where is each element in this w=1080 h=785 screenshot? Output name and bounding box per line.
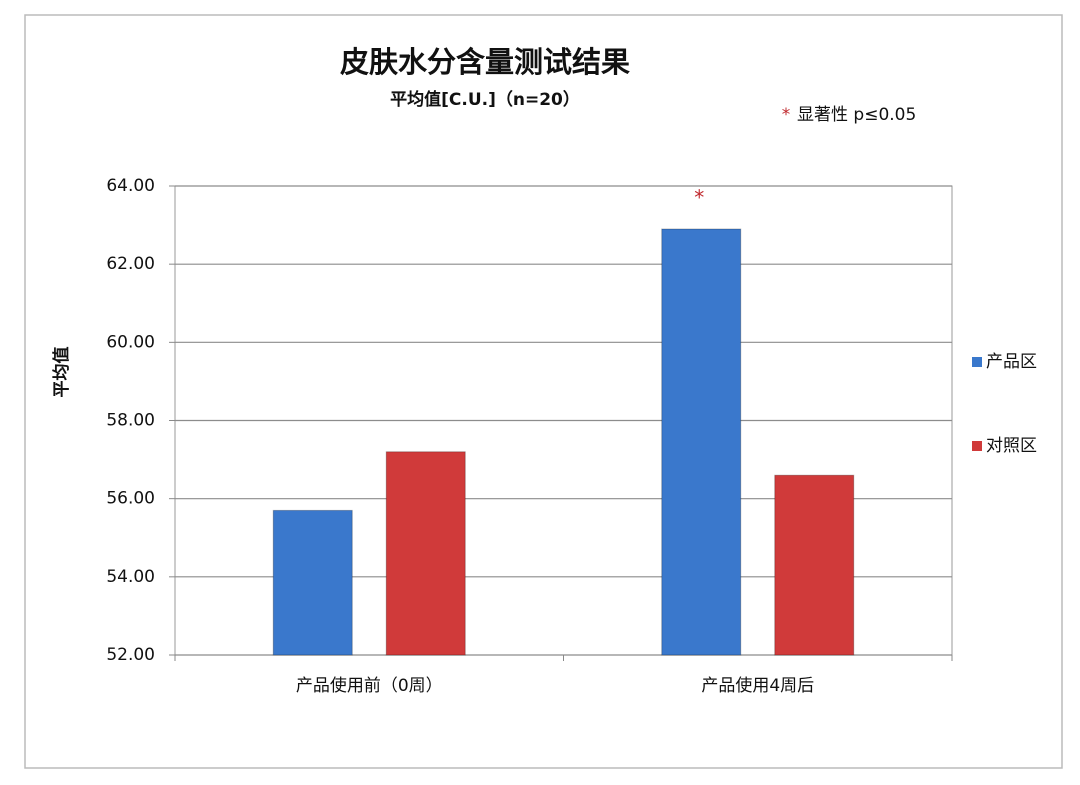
bar (272, 509, 353, 656)
chart-subtitle: 平均值[C.U.]（n=20） (390, 89, 580, 110)
y-tick-label: 54.00 (106, 567, 155, 587)
y-tick-label: 64.00 (106, 176, 155, 196)
legend-swatch (972, 441, 982, 451)
bar (661, 228, 742, 656)
bar (385, 451, 466, 656)
chart-title: 皮肤水分含量测试结果 (340, 45, 630, 79)
y-tick-label: 58.00 (106, 411, 155, 431)
significance-note: 显著性 p≤0.05 (797, 105, 916, 125)
x-tick-label: 产品使用4周后 (701, 675, 814, 696)
legend-swatch (972, 357, 982, 367)
x-tick-label: 产品使用前（0周） (296, 675, 443, 696)
y-tick-label: 52.00 (106, 645, 155, 665)
legend-label: 对照区 (986, 436, 1037, 456)
y-tick-label: 60.00 (106, 332, 155, 352)
significance-marker: * (694, 185, 704, 209)
y-tick-label: 56.00 (106, 489, 155, 509)
y-axis-label: 平均值 (51, 347, 72, 398)
y-tick-label: 62.00 (106, 254, 155, 274)
significance-marker: * (782, 105, 791, 125)
bar (774, 474, 855, 656)
legend-label: 产品区 (986, 352, 1037, 372)
